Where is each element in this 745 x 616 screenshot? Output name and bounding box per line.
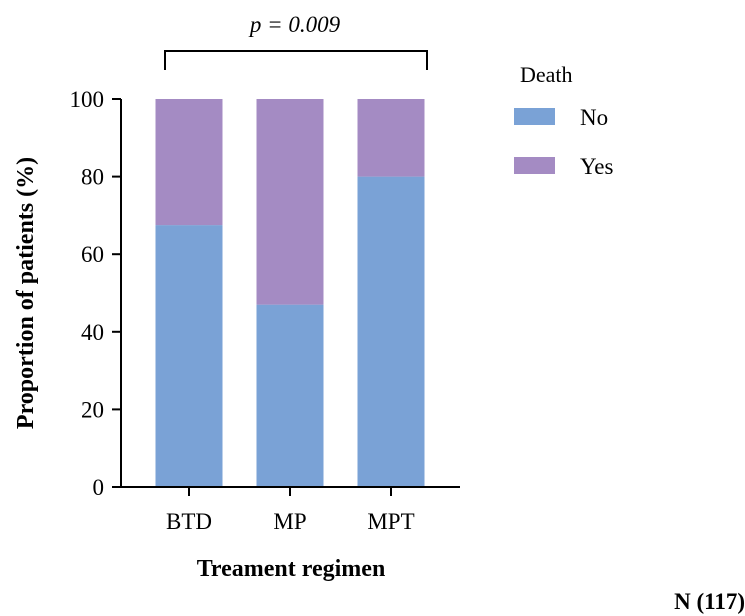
y-axis-title: Proportion of patients (%) <box>13 157 39 429</box>
y-tick-label: 60 <box>81 242 104 267</box>
x-tick-label: MP <box>273 509 306 534</box>
y-tick-label: 40 <box>81 320 104 345</box>
y-tick-label: 80 <box>81 165 104 190</box>
x-tick-label: BTD <box>166 509 212 534</box>
x-tick-label: MPT <box>367 509 414 534</box>
bar-mpt-no <box>357 176 425 487</box>
y-tick-label: 100 <box>70 87 105 112</box>
legend-label-no: No <box>580 105 608 130</box>
bars-group <box>155 99 425 487</box>
bar-btd-yes <box>155 99 223 226</box>
y-tick-label: 20 <box>81 397 104 422</box>
legend-label-yes: Yes <box>580 154 614 179</box>
x-axis-title: Treament regimen <box>197 556 386 582</box>
bar-mp-yes <box>256 99 324 305</box>
legend-swatch-no <box>514 108 555 125</box>
sample-size-note: N (117) <box>674 589 745 614</box>
p-value-annotation: p = 0.009 <box>248 12 341 37</box>
bar-mpt-yes <box>357 99 425 177</box>
legend: Death No Yes <box>514 62 614 179</box>
bar-btd-no <box>155 225 223 487</box>
bar-mp-no <box>256 304 324 487</box>
x-ticks-group: BTD MP MPT <box>166 487 415 534</box>
legend-swatch-yes <box>514 157 555 174</box>
legend-title: Death <box>520 62 573 87</box>
significance-bracket <box>164 50 428 70</box>
y-ticks-group: 0 20 40 60 80 100 <box>70 87 121 500</box>
y-tick-label: 0 <box>93 475 105 500</box>
